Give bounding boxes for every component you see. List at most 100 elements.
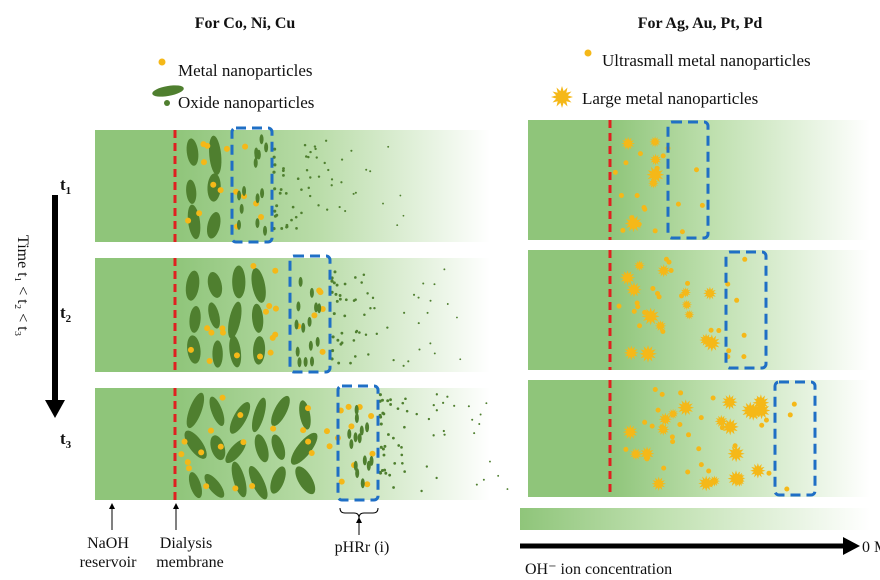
- oxide-particle: [309, 195, 311, 197]
- small-particle: [661, 153, 666, 158]
- oxide-particle: [336, 284, 339, 287]
- oxide-particle: [339, 294, 342, 297]
- oxide-particle: [447, 303, 449, 305]
- reservoir: [528, 120, 610, 240]
- oxide-particle: [332, 335, 335, 338]
- small-particle: [620, 228, 625, 233]
- small-particle: [764, 418, 769, 423]
- reservoir: [95, 130, 175, 242]
- metal-particle: [198, 449, 204, 455]
- metal-particle: [208, 428, 214, 434]
- metal-particle: [237, 412, 243, 418]
- oxide-particle: [292, 206, 295, 209]
- metal-particle: [268, 350, 274, 356]
- gradient-band: [610, 120, 870, 240]
- oxide-particle: [413, 294, 415, 296]
- oxide-particle: [443, 430, 445, 432]
- metal-particle: [203, 483, 209, 489]
- oxide-particle: [382, 203, 384, 205]
- metal-particle: [210, 182, 216, 188]
- small-particle: [623, 160, 628, 165]
- metal-particle: [339, 479, 345, 485]
- oxide-particle: [314, 148, 316, 150]
- oxide-particle: [334, 293, 337, 296]
- time-step-sub: 1: [66, 185, 72, 197]
- oxide-particle: [456, 317, 458, 319]
- oxide-particle: [307, 156, 309, 158]
- small-particle: [696, 446, 701, 451]
- oxide-particle: [363, 455, 367, 465]
- oxide-particle: [459, 358, 461, 360]
- reservoir: [528, 380, 610, 497]
- metal-particle: [327, 443, 333, 449]
- time-step: t2: [60, 303, 72, 325]
- oxide-particle: [310, 288, 314, 298]
- metal-particle: [242, 144, 248, 150]
- axis-end-label: 0 M: [862, 539, 880, 556]
- small-particle: [678, 390, 683, 395]
- oxide-particle: [309, 151, 311, 153]
- small-particle: [638, 151, 643, 156]
- oxide-particle: [308, 187, 310, 189]
- legend-metal-icon: [159, 59, 166, 66]
- small-particle: [653, 228, 658, 233]
- small-particle: [734, 298, 739, 303]
- oxide-particle: [367, 461, 371, 471]
- small-particle: [655, 166, 660, 171]
- oxide-particle: [344, 283, 347, 286]
- small-particle: [725, 282, 730, 287]
- oxide-particle: [386, 327, 388, 329]
- small-particle: [694, 167, 699, 172]
- oxide-particle: [400, 454, 403, 457]
- oxide-particle: [434, 352, 436, 354]
- oxide-particle: [473, 432, 475, 434]
- oxide-particle: [350, 150, 352, 152]
- time-step: t3: [60, 429, 72, 451]
- oxide-particle: [310, 356, 314, 366]
- metal-particle: [224, 146, 230, 152]
- metal-particle: [311, 312, 317, 318]
- oxide-particle: [306, 169, 308, 171]
- oxide-particle: [336, 339, 339, 342]
- oxide-particle: [404, 397, 407, 400]
- oxide-particle: [406, 410, 409, 413]
- oxide-particle: [400, 446, 403, 449]
- oxide-particle: [240, 204, 244, 214]
- metal-particle: [368, 413, 374, 419]
- metal-particle: [218, 444, 224, 450]
- small-particle: [680, 229, 685, 234]
- oxide-particle: [333, 270, 336, 273]
- oxide-particle: [353, 193, 355, 195]
- oxide-particle: [389, 398, 392, 401]
- oxide-particle: [485, 402, 487, 404]
- metal-particle: [208, 330, 214, 336]
- left-title: For Co, Ni, Cu: [195, 15, 296, 32]
- metal-particle: [346, 404, 352, 410]
- legend-text: Oxide nanoparticles: [178, 93, 314, 112]
- oxide-particle: [389, 403, 392, 406]
- oxide-particle: [427, 312, 429, 314]
- oxide-particle: [297, 357, 301, 367]
- time-step: t1: [60, 175, 71, 197]
- metal-particle: [232, 485, 238, 491]
- small-particle: [742, 257, 747, 262]
- oxide-particle: [280, 188, 283, 191]
- small-particle: [623, 447, 628, 452]
- metal-particle: [263, 309, 269, 315]
- small-particle: [792, 402, 797, 407]
- oxide-particle: [381, 469, 384, 472]
- oxide-particle: [442, 402, 444, 404]
- oxide-particle: [403, 215, 405, 217]
- oxide-particle: [237, 220, 241, 230]
- small-particle: [637, 323, 642, 328]
- oxide-particle: [273, 163, 276, 166]
- metal-particle: [204, 143, 210, 149]
- metal-particle: [185, 459, 191, 465]
- small-particle: [700, 203, 705, 208]
- oxide-particle: [290, 219, 293, 222]
- oxide-particle: [388, 474, 391, 477]
- oxide-particle: [418, 322, 420, 324]
- bottom-label: NaOH: [87, 535, 129, 552]
- oxide-particle: [363, 314, 366, 317]
- small-particle: [656, 408, 661, 413]
